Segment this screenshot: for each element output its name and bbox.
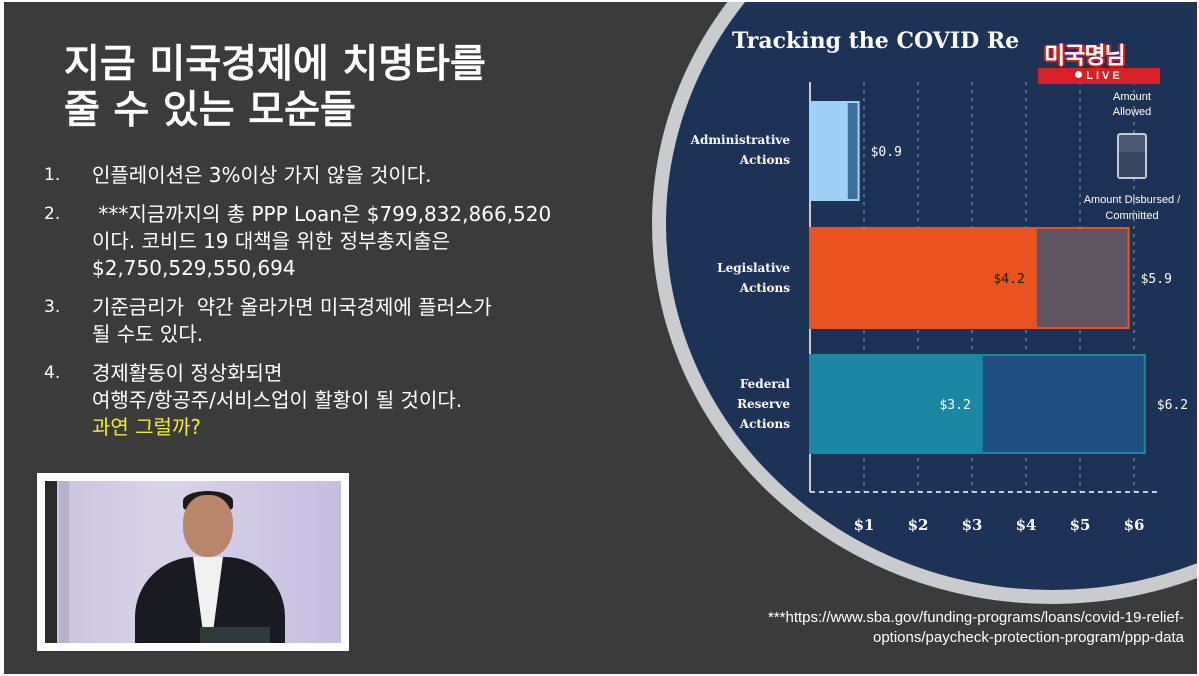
x-tick-label: $1 bbox=[854, 516, 875, 534]
category-label: Actions bbox=[739, 417, 790, 431]
category-label: Federal bbox=[740, 377, 791, 391]
x-tick-label: $2 bbox=[908, 516, 929, 534]
slide-title-line: 지금 미국경제에 치명타를 bbox=[64, 42, 486, 87]
channel-logo: 미국명님 bbox=[1044, 43, 1126, 69]
legend-label: Committed bbox=[1105, 210, 1158, 222]
legend-label: Allowed bbox=[1113, 106, 1152, 118]
live-dot-icon bbox=[1075, 71, 1083, 78]
value-label-allowed: $6.2 bbox=[1157, 398, 1188, 413]
chart-area: $1 $2 $3 $4 $5 $6 Administrative Actions $0.9 Leg… bbox=[666, 2, 1197, 590]
category-label: Reserve bbox=[737, 397, 790, 411]
list-number: 2. bbox=[44, 204, 61, 224]
legend-label: Amount Disbursed / bbox=[1084, 194, 1182, 206]
list-text: 인플레이션은 3%이상 가지 않을 것이다. bbox=[92, 163, 432, 187]
presenter-video bbox=[37, 473, 349, 651]
category-label: Legislative bbox=[717, 261, 790, 275]
point-list: 1. 인플레이션은 3%이상 가지 않을 것이다. 2. ***지금까지의 총 … bbox=[44, 162, 654, 453]
list-number: 1. bbox=[44, 165, 61, 185]
list-item: 2. ***지금까지의 총 PPP Loan은 $799,832,866,520… bbox=[44, 201, 654, 282]
list-text: 이다. 코비드 19 대책을 위한 정부총지출은 bbox=[92, 229, 450, 253]
chart-title: Tracking the COVID Re bbox=[732, 28, 1020, 54]
x-tick-label: $3 bbox=[962, 516, 983, 534]
list-text: ***지금까지의 총 PPP Loan은 $799,832,866,520 bbox=[92, 202, 552, 226]
list-text: 기준금리가 약간 올라가면 미국경제에 플러스가 bbox=[92, 295, 492, 319]
list-item: 3. 기준금리가 약간 올라가면 미국경제에 플러스가 될 수도 있다. bbox=[44, 294, 654, 348]
legend-label: Amount bbox=[1113, 91, 1151, 103]
chart-circle: $1 $2 $3 $4 $5 $6 Administrative Actions $0.9 Leg… bbox=[652, 2, 1197, 604]
bar-disbursed-legislative bbox=[810, 228, 1037, 328]
slide-title: 지금 미국경제에 치명타를 줄 수 있는 모순들 bbox=[64, 42, 624, 134]
live-indicator: LIVE bbox=[1038, 68, 1160, 84]
list-item: 4. 경제활동이 정상화되면 여행주/항공주/서비스업이 활황이 될 것이다. … bbox=[44, 360, 654, 441]
podium bbox=[200, 627, 270, 643]
value-label-disbursed: $4.2 bbox=[993, 272, 1024, 287]
bar-disbursed-federal bbox=[810, 355, 983, 453]
highlight-text: 과연 그럴까? bbox=[92, 415, 201, 439]
bar-disbursed-admin bbox=[810, 102, 848, 200]
x-tick-label: $6 bbox=[1124, 516, 1145, 534]
shelf-graphic bbox=[59, 481, 69, 643]
list-text: 여행주/항공주/서비스업이 활황이 될 것이다. bbox=[92, 388, 463, 412]
shelf-graphic bbox=[45, 481, 57, 643]
source-line: options/paycheck-protection-program/ppp-… bbox=[872, 629, 1184, 646]
slide-title-line: 줄 수 있는 모순들 bbox=[64, 88, 356, 133]
list-text: 경제활동이 정상화되면 bbox=[92, 361, 283, 385]
category-label: Actions bbox=[739, 281, 790, 295]
slide: 지금 미국경제에 치명타를 줄 수 있는 모순들 1. 인플레이션은 3%이상 … bbox=[4, 2, 1197, 674]
video-frame bbox=[45, 481, 341, 643]
list-text: $2,750,529,550,694 bbox=[92, 256, 296, 280]
x-tick-label: $4 bbox=[1016, 516, 1037, 534]
source-line: ***https://www.sba.gov/funding-programs/… bbox=[767, 609, 1184, 626]
value-label-allowed: $5.9 bbox=[1141, 272, 1172, 287]
legend-swatch-fill bbox=[1119, 152, 1145, 177]
live-label: LIVE bbox=[1086, 70, 1123, 82]
list-number: 3. bbox=[44, 297, 61, 317]
value-label-allowed: $0.9 bbox=[871, 145, 902, 160]
value-label-disbursed: $3.2 bbox=[939, 398, 970, 413]
chart-svg: $1 $2 $3 $4 $5 $6 Administrative Actions $0.9 Leg… bbox=[690, 82, 1188, 534]
list-text: 될 수도 있다. bbox=[92, 322, 204, 346]
presenter-head bbox=[183, 495, 233, 557]
x-tick-label: $5 bbox=[1070, 516, 1091, 534]
category-label: Actions bbox=[739, 153, 790, 167]
list-item: 1. 인플레이션은 3%이상 가지 않을 것이다. bbox=[44, 162, 654, 189]
list-number: 4. bbox=[44, 363, 61, 383]
source-citation: ***https://www.sba.gov/funding-programs/… bbox=[694, 608, 1184, 648]
category-label: Administrative bbox=[690, 133, 791, 147]
live-badge: 미국명님 LIVE bbox=[1038, 36, 1160, 88]
